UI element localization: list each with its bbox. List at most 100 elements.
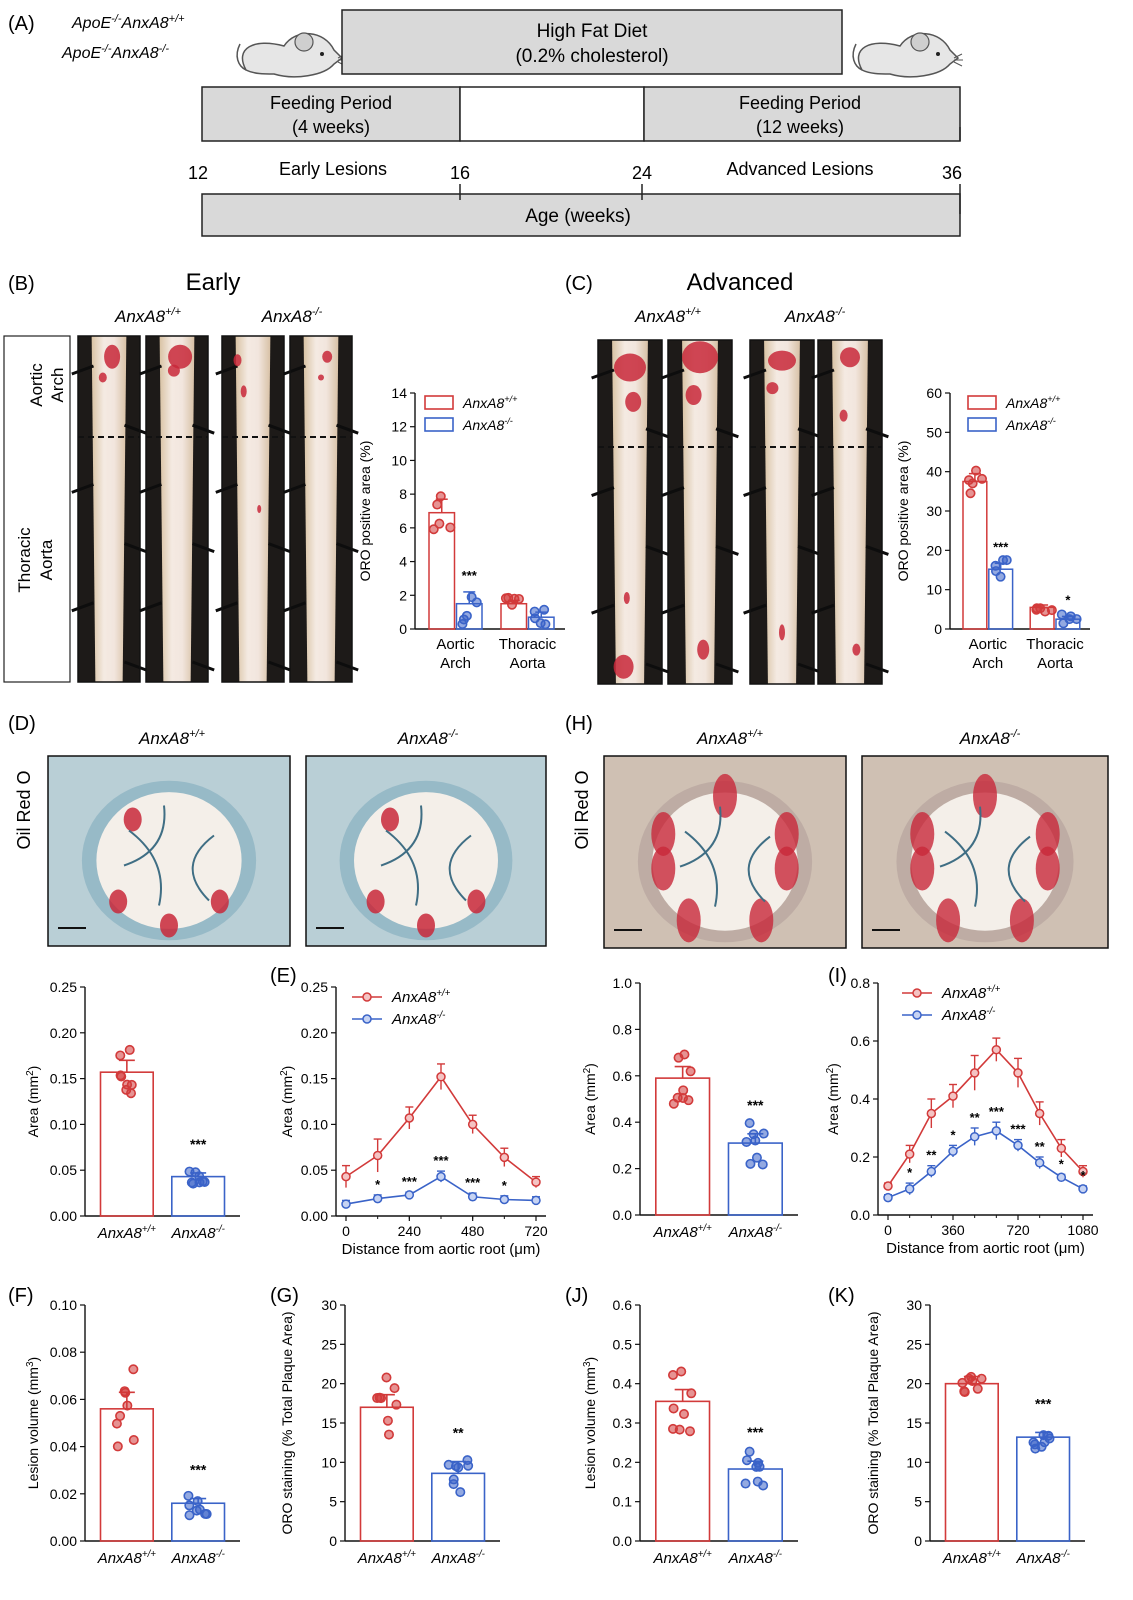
- y-tick-label: 0.4: [613, 1114, 633, 1130]
- pin-mark: [139, 482, 163, 494]
- plaque-stain: [210, 889, 229, 914]
- plaque-stain: [651, 811, 676, 856]
- panel-h-wt-label: AnxA8+/+: [696, 728, 764, 748]
- y-tick-label: 6: [399, 520, 407, 536]
- panel-d-ko-label: AnxA8-/-: [397, 728, 459, 748]
- pin-mark: [865, 427, 889, 439]
- data-point: [381, 1372, 392, 1383]
- y-tick-label: 1.0: [613, 975, 633, 991]
- valve-leaflet: [123, 805, 215, 906]
- data-point: [1078, 1166, 1088, 1177]
- aorta-tissue: [682, 340, 718, 684]
- legend-marker: [912, 988, 922, 998]
- photo-frame: [597, 339, 663, 685]
- x-category-label: AnxA8+/+: [97, 1549, 157, 1567]
- significance-label: *: [950, 1127, 956, 1142]
- pin-mark: [215, 364, 239, 376]
- plaque-stain: [160, 913, 178, 938]
- data-point: [971, 465, 982, 476]
- series-line-1: [887, 1130, 1084, 1199]
- bar-0: [99, 1408, 155, 1542]
- data-point: [126, 1088, 137, 1099]
- tick-24: 24: [632, 163, 652, 183]
- data-point: [751, 1152, 762, 1163]
- data-point: [372, 1393, 383, 1404]
- data-point: [998, 555, 1009, 566]
- data-point: [539, 604, 550, 615]
- data-point: [531, 1195, 541, 1206]
- series-line-0: [887, 1048, 1084, 1187]
- x-tick-label: 0: [342, 1223, 350, 1239]
- diet-box: [341, 9, 843, 75]
- legend-swatch: [424, 395, 454, 410]
- plaque-stain: [1035, 846, 1060, 891]
- data-point: [372, 1193, 383, 1204]
- significance-label: ***: [747, 1424, 764, 1440]
- data-point: [122, 1079, 133, 1090]
- panel-h-ko-label: AnxA8-/-: [959, 728, 1021, 748]
- significance-label: ***: [989, 1104, 1005, 1119]
- data-point: [432, 499, 443, 510]
- aorta-tissue: [91, 336, 127, 682]
- photo-frame: [221, 335, 285, 683]
- data-point: [499, 1194, 510, 1205]
- y-tick-label: 0.00: [301, 1208, 328, 1224]
- data-point: [112, 1441, 123, 1452]
- chart-C: 0 10 20 30 40 50 60 ORO positive area (%) Aortic…: [895, 385, 1090, 672]
- data-point: [757, 1159, 768, 1170]
- significance-label: *: [1080, 1168, 1086, 1183]
- significance-label: **: [1035, 1139, 1046, 1154]
- y-tick-label: 0.08: [50, 1344, 77, 1360]
- y-tick-label: 0.10: [50, 1116, 77, 1132]
- diet-line2: (0.2% cholesterol): [515, 46, 668, 67]
- pin-mark: [123, 542, 147, 554]
- pin-mark: [139, 601, 163, 613]
- valve-leaflet: [939, 806, 1031, 907]
- plaque-stain: [467, 889, 486, 914]
- legend-marker: [912, 1010, 922, 1020]
- y-tick-label: 0.00: [50, 1208, 77, 1224]
- plaque-stain: [774, 811, 799, 856]
- aorta-tissue: [303, 336, 339, 682]
- panel-b-title: Early: [186, 269, 241, 296]
- data-point: [115, 1410, 126, 1421]
- data-point: [531, 1177, 541, 1187]
- x-tick-label: 1080: [1067, 1222, 1098, 1238]
- plaque-stain: [936, 898, 961, 943]
- data-point: [679, 1049, 690, 1060]
- pin-mark: [335, 542, 359, 554]
- data-point: [1031, 604, 1042, 615]
- panel-c-ko-label: AnxA8-/-: [784, 306, 846, 326]
- x-axis-title: Distance from aortic root (μm): [342, 1241, 541, 1258]
- y-tick-label: 20: [906, 1376, 922, 1392]
- y-tick-label: 8: [399, 486, 407, 502]
- legend-label: AnxA8-/-: [1005, 416, 1056, 433]
- y-tick-label: 0.0: [613, 1533, 633, 1549]
- pin-mark: [591, 486, 615, 498]
- bar-0: [359, 1406, 415, 1542]
- image-frame: [861, 755, 1109, 949]
- pin-mark: [645, 544, 669, 556]
- data-point: [758, 1128, 769, 1139]
- x-category-label: AnxA8+/+: [653, 1223, 713, 1241]
- panel-e-label: (E): [270, 965, 297, 987]
- significance-label: **: [453, 1425, 464, 1441]
- plaque-stain: [749, 898, 774, 943]
- data-point: [341, 1171, 351, 1182]
- pin-mark: [743, 368, 767, 380]
- data-point: [529, 606, 540, 617]
- plaque-stain: [676, 898, 701, 943]
- data-point: [948, 1091, 958, 1101]
- data-point: [741, 1136, 752, 1147]
- y-tick-label: 0.02: [50, 1486, 77, 1502]
- data-point: [678, 1085, 689, 1096]
- valve-leaflet: [380, 805, 472, 906]
- data-point: [540, 619, 551, 630]
- significance-label: *: [1059, 1156, 1065, 1171]
- panel-d-wt-label: AnxA8+/+: [138, 728, 206, 748]
- data-point: [445, 522, 456, 533]
- panel-b-wt-label: AnxA8+/+: [114, 306, 182, 326]
- data-point: [1034, 1158, 1045, 1168]
- pin-mark: [645, 662, 669, 674]
- pin-mark: [743, 486, 767, 498]
